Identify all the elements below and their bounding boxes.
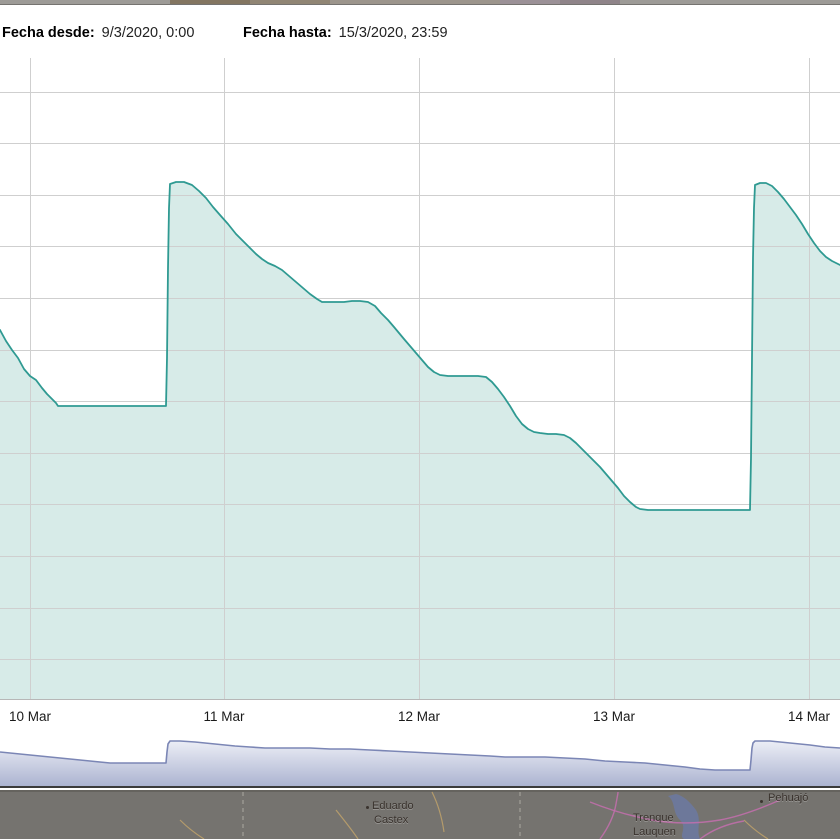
- navigator-series[interactable]: [0, 730, 840, 788]
- x-axis-tick-label: 10 Mar: [8, 709, 52, 724]
- date-to-value[interactable]: 15/3/2020, 23:59: [338, 25, 448, 41]
- map-road-primary: [599, 791, 619, 839]
- date-to-label: Fecha hasta:: [243, 25, 332, 41]
- map-place-label: Lauquen: [633, 826, 676, 838]
- map-place-label: Eduardo: [372, 800, 414, 812]
- map-place-label: Trenque: [633, 812, 674, 824]
- main-chart-plot[interactable]: [0, 58, 840, 700]
- x-axis: 10 Mar 11 Mar 12 Mar 13 Mar 14 Mar: [0, 700, 840, 730]
- map-road-secondary: [431, 791, 445, 833]
- map-road-primary: [699, 820, 745, 839]
- map-water-body: [668, 794, 700, 839]
- map-vector-layer: [179, 791, 781, 839]
- date-from-value[interactable]: 9/3/2020, 0:00: [101, 25, 195, 41]
- series-line-nivel[interactable]: [0, 181, 840, 511]
- date-from-label: Fecha desde:: [2, 25, 95, 41]
- x-axis-tick-label: 12 Mar: [397, 709, 441, 724]
- x-axis-tick-label: 11 Mar: [203, 709, 245, 724]
- map-road-secondary: [179, 819, 205, 839]
- x-axis-tick-label: 13 Mar: [592, 709, 636, 724]
- date-range-header: Fecha desde: 9/3/2020, 0:00 Fecha hasta: 1…: [0, 5, 840, 55]
- map-place-label: Castex: [374, 814, 409, 826]
- sliver-divider: [0, 4, 840, 5]
- map-strip[interactable]: Eduardo Castex Trenque Lauquen Pehuajó: [0, 790, 840, 839]
- navigator-area-fill: [0, 741, 840, 788]
- x-axis-tick-label: 14 Mar: [787, 709, 831, 724]
- map-city-marker: [760, 800, 763, 803]
- map-road-secondary: [335, 809, 359, 839]
- date-from-field: Fecha desde: 9/3/2020, 0:00: [2, 25, 194, 41]
- map-road-secondary: [743, 819, 769, 839]
- date-to-field: Fecha hasta: 15/3/2020, 23:59: [243, 25, 448, 41]
- level-area-chart[interactable]: [0, 58, 840, 700]
- navigator-baseline: [0, 786, 840, 788]
- map-city-marker: [366, 806, 369, 809]
- clipped-map-sliver: [0, 0, 840, 5]
- navigator-line[interactable]: [0, 740, 840, 771]
- map-road-primary: [589, 799, 781, 824]
- map-place-label: Pehuajó: [768, 792, 809, 804]
- navigator[interactable]: [0, 730, 840, 788]
- map-dim-overlay: [0, 790, 840, 839]
